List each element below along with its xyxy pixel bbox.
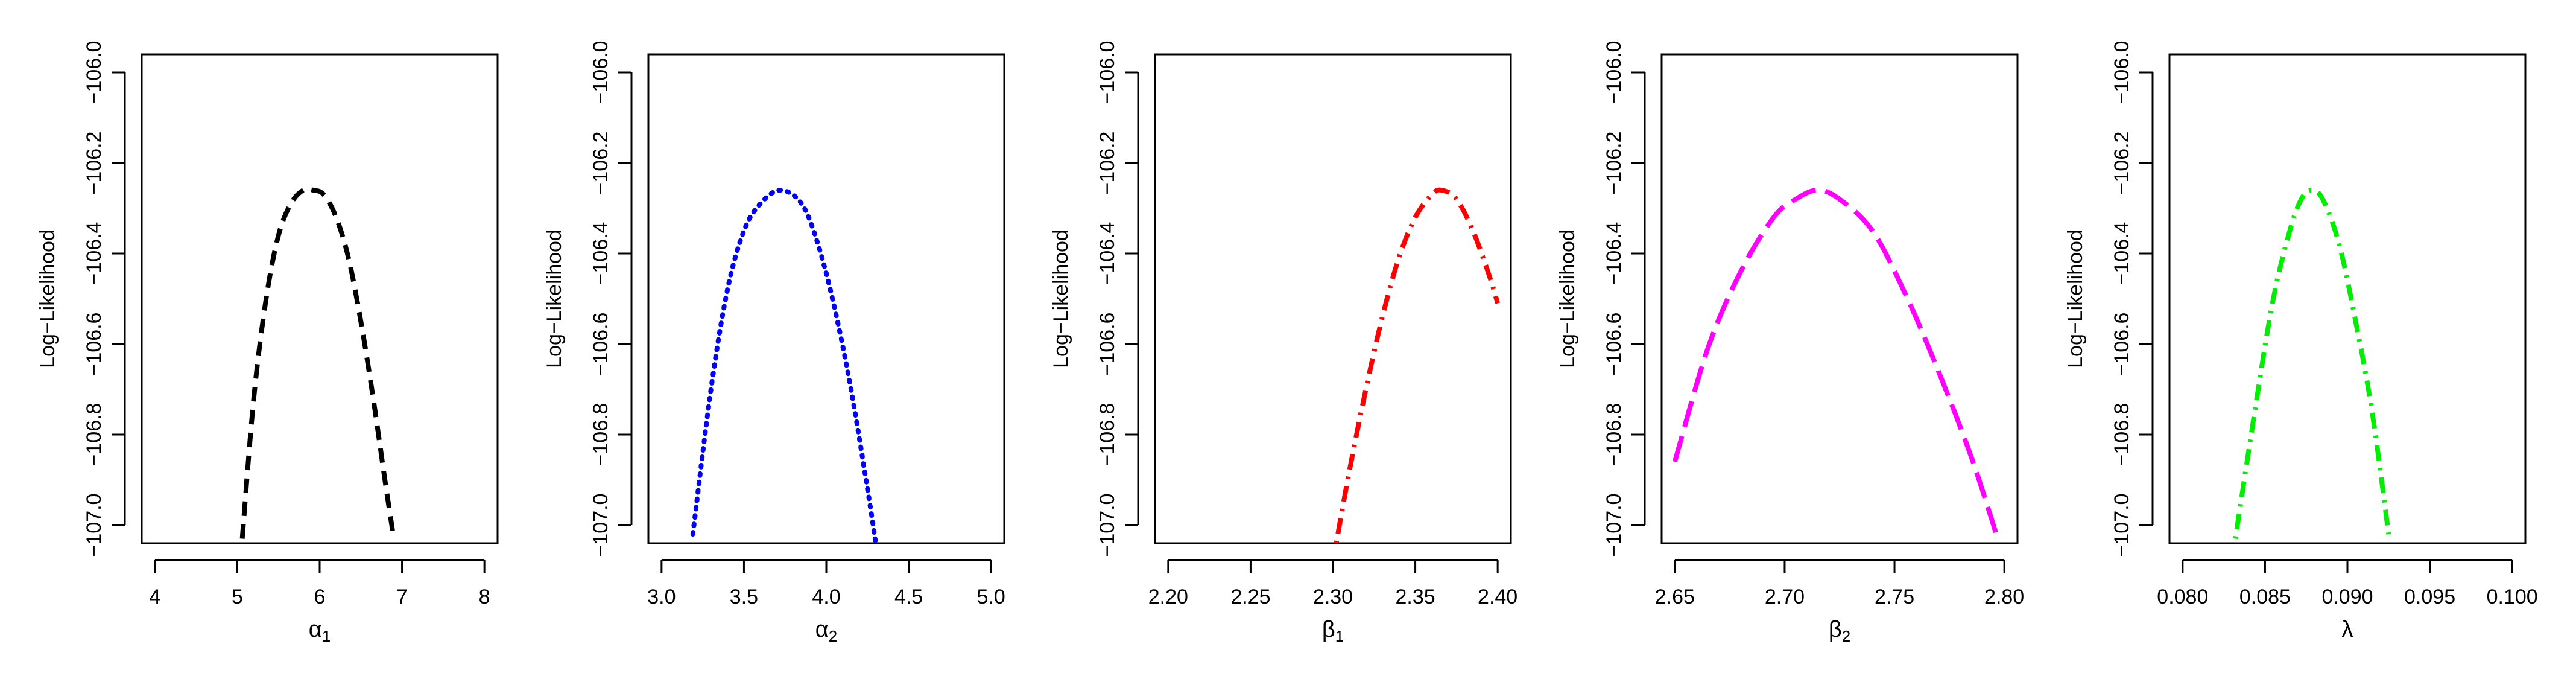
x-tick-label: 2.75	[1875, 585, 1914, 608]
y-tick-label: −106.6	[589, 313, 612, 376]
x-tick-label: 4	[149, 585, 160, 608]
y-axis-label: Log−Likelihood	[543, 229, 566, 368]
x-tick-label: 2.30	[1313, 585, 1353, 608]
y-tick-label: −106.0	[2110, 41, 2133, 104]
x-tick-label: 0.100	[2487, 585, 2538, 608]
y-tick-label: −106.8	[589, 403, 612, 467]
x-axis-label: λ	[2342, 617, 2353, 642]
plot-frame	[2168, 53, 2527, 544]
y-tick-label: −106.0	[1096, 41, 1119, 104]
y-tick-label: −106.6	[1603, 313, 1625, 376]
y-tick-label: −106.6	[1096, 313, 1119, 376]
y-tick-label: −106.2	[1096, 132, 1119, 195]
x-tick-label: 3.5	[730, 585, 758, 608]
x-tick-label: 2.65	[1655, 585, 1695, 608]
panel-4: 2.65 2.70 2.75 2.80 −107.0 −106.8 −106.6 −106.4…	[1556, 41, 2024, 645]
y-tick-label: −106.2	[2110, 132, 2133, 195]
panel-3: 2.20 2.25 2.30 2.35 2.40 −107.0 −106.8 −106.6 −1…	[1049, 41, 1517, 645]
y-tick-label: −106.0	[83, 41, 106, 104]
x-tick-label: 4.5	[894, 585, 923, 608]
x-axis-label: α2	[815, 617, 837, 645]
y-tick-label: −106.4	[83, 222, 106, 285]
plot-frame	[1660, 53, 2019, 544]
x-tick-label: 2.25	[1230, 585, 1270, 608]
y-tick-label: −106.4	[1096, 222, 1119, 285]
x-tick-label: 2.35	[1395, 585, 1435, 608]
y-tick-label: −106.0	[589, 41, 612, 104]
y-tick-label: −106.0	[1603, 41, 1625, 104]
plot-frame	[647, 53, 1005, 544]
x-axis-label: β2	[1829, 617, 1850, 645]
x-tick-label: 7	[396, 585, 408, 608]
y-tick-label: −106.8	[1603, 403, 1625, 467]
x-axis-label: β1	[1322, 617, 1344, 645]
y-tick-label: −106.4	[589, 222, 612, 285]
likelihood-curve	[1334, 187, 1500, 543]
y-tick-label: −106.2	[589, 132, 612, 195]
x-tick-label: 5	[232, 585, 243, 608]
y-tick-label: −107.0	[589, 494, 612, 557]
x-tick-label: 6	[314, 585, 326, 608]
panel-2: 3.0 3.5 4.0 4.5 5.0 −107.0 −106.8 −106.6 −106.4 −…	[543, 41, 1005, 645]
x-tick-label: 3.0	[647, 585, 676, 608]
panel-5: 0.080 0.085 0.090 0.095 0.100 −107.0 −106.8 −10…	[2064, 41, 2538, 642]
y-tick-label: −106.6	[2110, 313, 2133, 376]
likelihood-curve	[239, 186, 396, 540]
likelihood-curve	[1673, 187, 2001, 540]
likelihood-curve	[2233, 187, 2391, 540]
y-tick-label: −106.8	[2110, 403, 2133, 467]
y-tick-label: −107.0	[1096, 494, 1119, 557]
plot-frame	[141, 53, 499, 544]
x-tick-label: 2.70	[1765, 585, 1805, 608]
x-tick-label: 2.40	[1478, 585, 1517, 608]
plot-frame	[1154, 53, 1512, 544]
x-tick-label: 0.090	[2321, 585, 2373, 608]
x-tick-label: 5.0	[977, 585, 1005, 608]
panel-1: 4 5 6 7 8 −107.0 −106.8 −106.6 −106.4 −106.2 −106.…	[36, 41, 499, 645]
y-tick-label: −106.8	[83, 403, 106, 467]
y-tick-label: −106.2	[83, 132, 106, 195]
y-tick-label: −106.8	[1096, 403, 1119, 467]
x-tick-label: 0.085	[2239, 585, 2291, 608]
x-tick-label: 8	[479, 585, 490, 608]
y-tick-label: −107.0	[83, 494, 106, 557]
y-tick-label: −106.6	[83, 313, 106, 376]
x-tick-label: 0.080	[2157, 585, 2208, 608]
y-axis-label: Log−Likelihood	[1049, 229, 1072, 368]
x-tick-label: 0.095	[2404, 585, 2455, 608]
x-tick-label: 2.80	[1984, 585, 2024, 608]
x-tick-label: 4.0	[812, 585, 840, 608]
x-axis-label: α1	[309, 617, 331, 645]
y-tick-label: −106.2	[1603, 132, 1625, 195]
y-axis-label: Log−Likelihood	[36, 229, 59, 368]
y-axis-label: Log−Likelihood	[2064, 229, 2087, 368]
x-tick-label: 2.20	[1148, 585, 1188, 608]
y-tick-label: −106.4	[1603, 222, 1625, 285]
y-axis-label: Log−Likelihood	[1556, 229, 1579, 368]
y-tick-label: −106.4	[2110, 222, 2133, 285]
likelihood-curve	[690, 187, 878, 543]
y-tick-label: −107.0	[1603, 494, 1625, 557]
y-tick-label: −107.0	[2110, 494, 2133, 557]
